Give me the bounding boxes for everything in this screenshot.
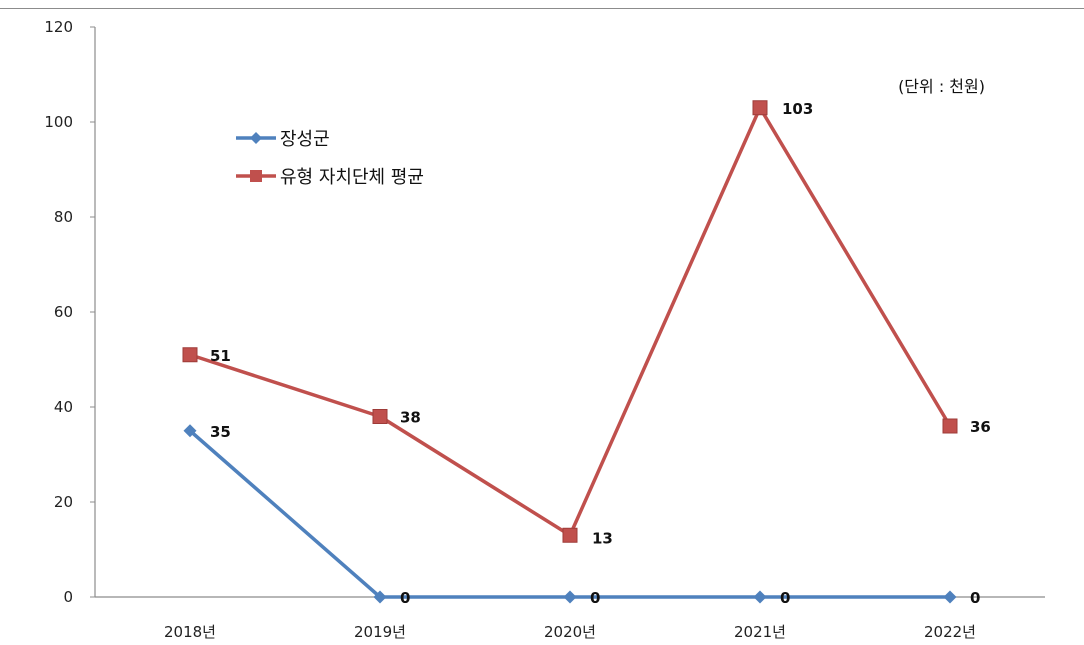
data-label: 36 xyxy=(970,418,991,436)
x-tick-label: 2018년 xyxy=(164,623,216,641)
data-point-diamond xyxy=(373,590,387,604)
data-point-square xyxy=(372,409,388,424)
x-tick-label: 2020년 xyxy=(544,623,596,641)
legend-marker-square xyxy=(250,170,262,182)
y-tick-label: 100 xyxy=(44,113,73,131)
data-label: 0 xyxy=(970,589,980,607)
y-tick-label: 20 xyxy=(54,493,73,511)
chart-frame-top xyxy=(0,0,1084,9)
series-type-average: 51 38 13 103 36 xyxy=(182,100,991,547)
series-jangseong: 35 0 0 0 0 xyxy=(183,423,980,607)
data-point-diamond xyxy=(563,590,577,604)
y-tick-label: 60 xyxy=(54,303,73,321)
data-label: 0 xyxy=(780,589,790,607)
data-point-square xyxy=(562,527,578,543)
data-point-diamond xyxy=(753,590,767,604)
y-tick-label: 120 xyxy=(44,18,73,36)
data-label: 35 xyxy=(210,423,231,441)
legend-marker-diamond xyxy=(250,132,262,144)
y-tick-label: 0 xyxy=(63,588,73,606)
x-tick-label: 2019년 xyxy=(354,623,406,641)
data-point-diamond xyxy=(183,424,197,438)
data-label: 51 xyxy=(210,347,231,365)
legend-item: 유형 자치단체 평균 xyxy=(236,167,424,188)
data-point-square xyxy=(182,347,198,363)
data-label: 38 xyxy=(400,409,421,427)
data-label: 13 xyxy=(592,529,613,547)
unit-note: (단위 : 천원) xyxy=(898,77,985,96)
legend-label: 유형 자치단체 평균 xyxy=(280,167,424,188)
data-label: 0 xyxy=(590,589,600,607)
y-ticks: 0 20 40 60 80 100 120 xyxy=(44,18,95,606)
data-point-diamond xyxy=(943,590,957,604)
data-point-square xyxy=(942,418,958,434)
x-tick-label: 2022년 xyxy=(924,623,976,641)
y-tick-label: 40 xyxy=(54,398,73,416)
legend-item: 장성군 xyxy=(236,129,330,150)
x-tick-label: 2021년 xyxy=(734,623,786,641)
data-label: 0 xyxy=(400,589,410,607)
series-layer: 51 38 13 103 36 35 0 0 0 0 xyxy=(182,100,991,607)
y-tick-label: 80 xyxy=(54,208,73,226)
data-label: 103 xyxy=(782,100,813,118)
axes xyxy=(94,27,1045,598)
legend-label: 장성군 xyxy=(280,129,330,150)
x-ticks: 2018년 2019년 2020년 2021년 2022년 xyxy=(164,623,976,641)
series-line xyxy=(188,429,950,599)
data-point-square xyxy=(752,100,768,116)
